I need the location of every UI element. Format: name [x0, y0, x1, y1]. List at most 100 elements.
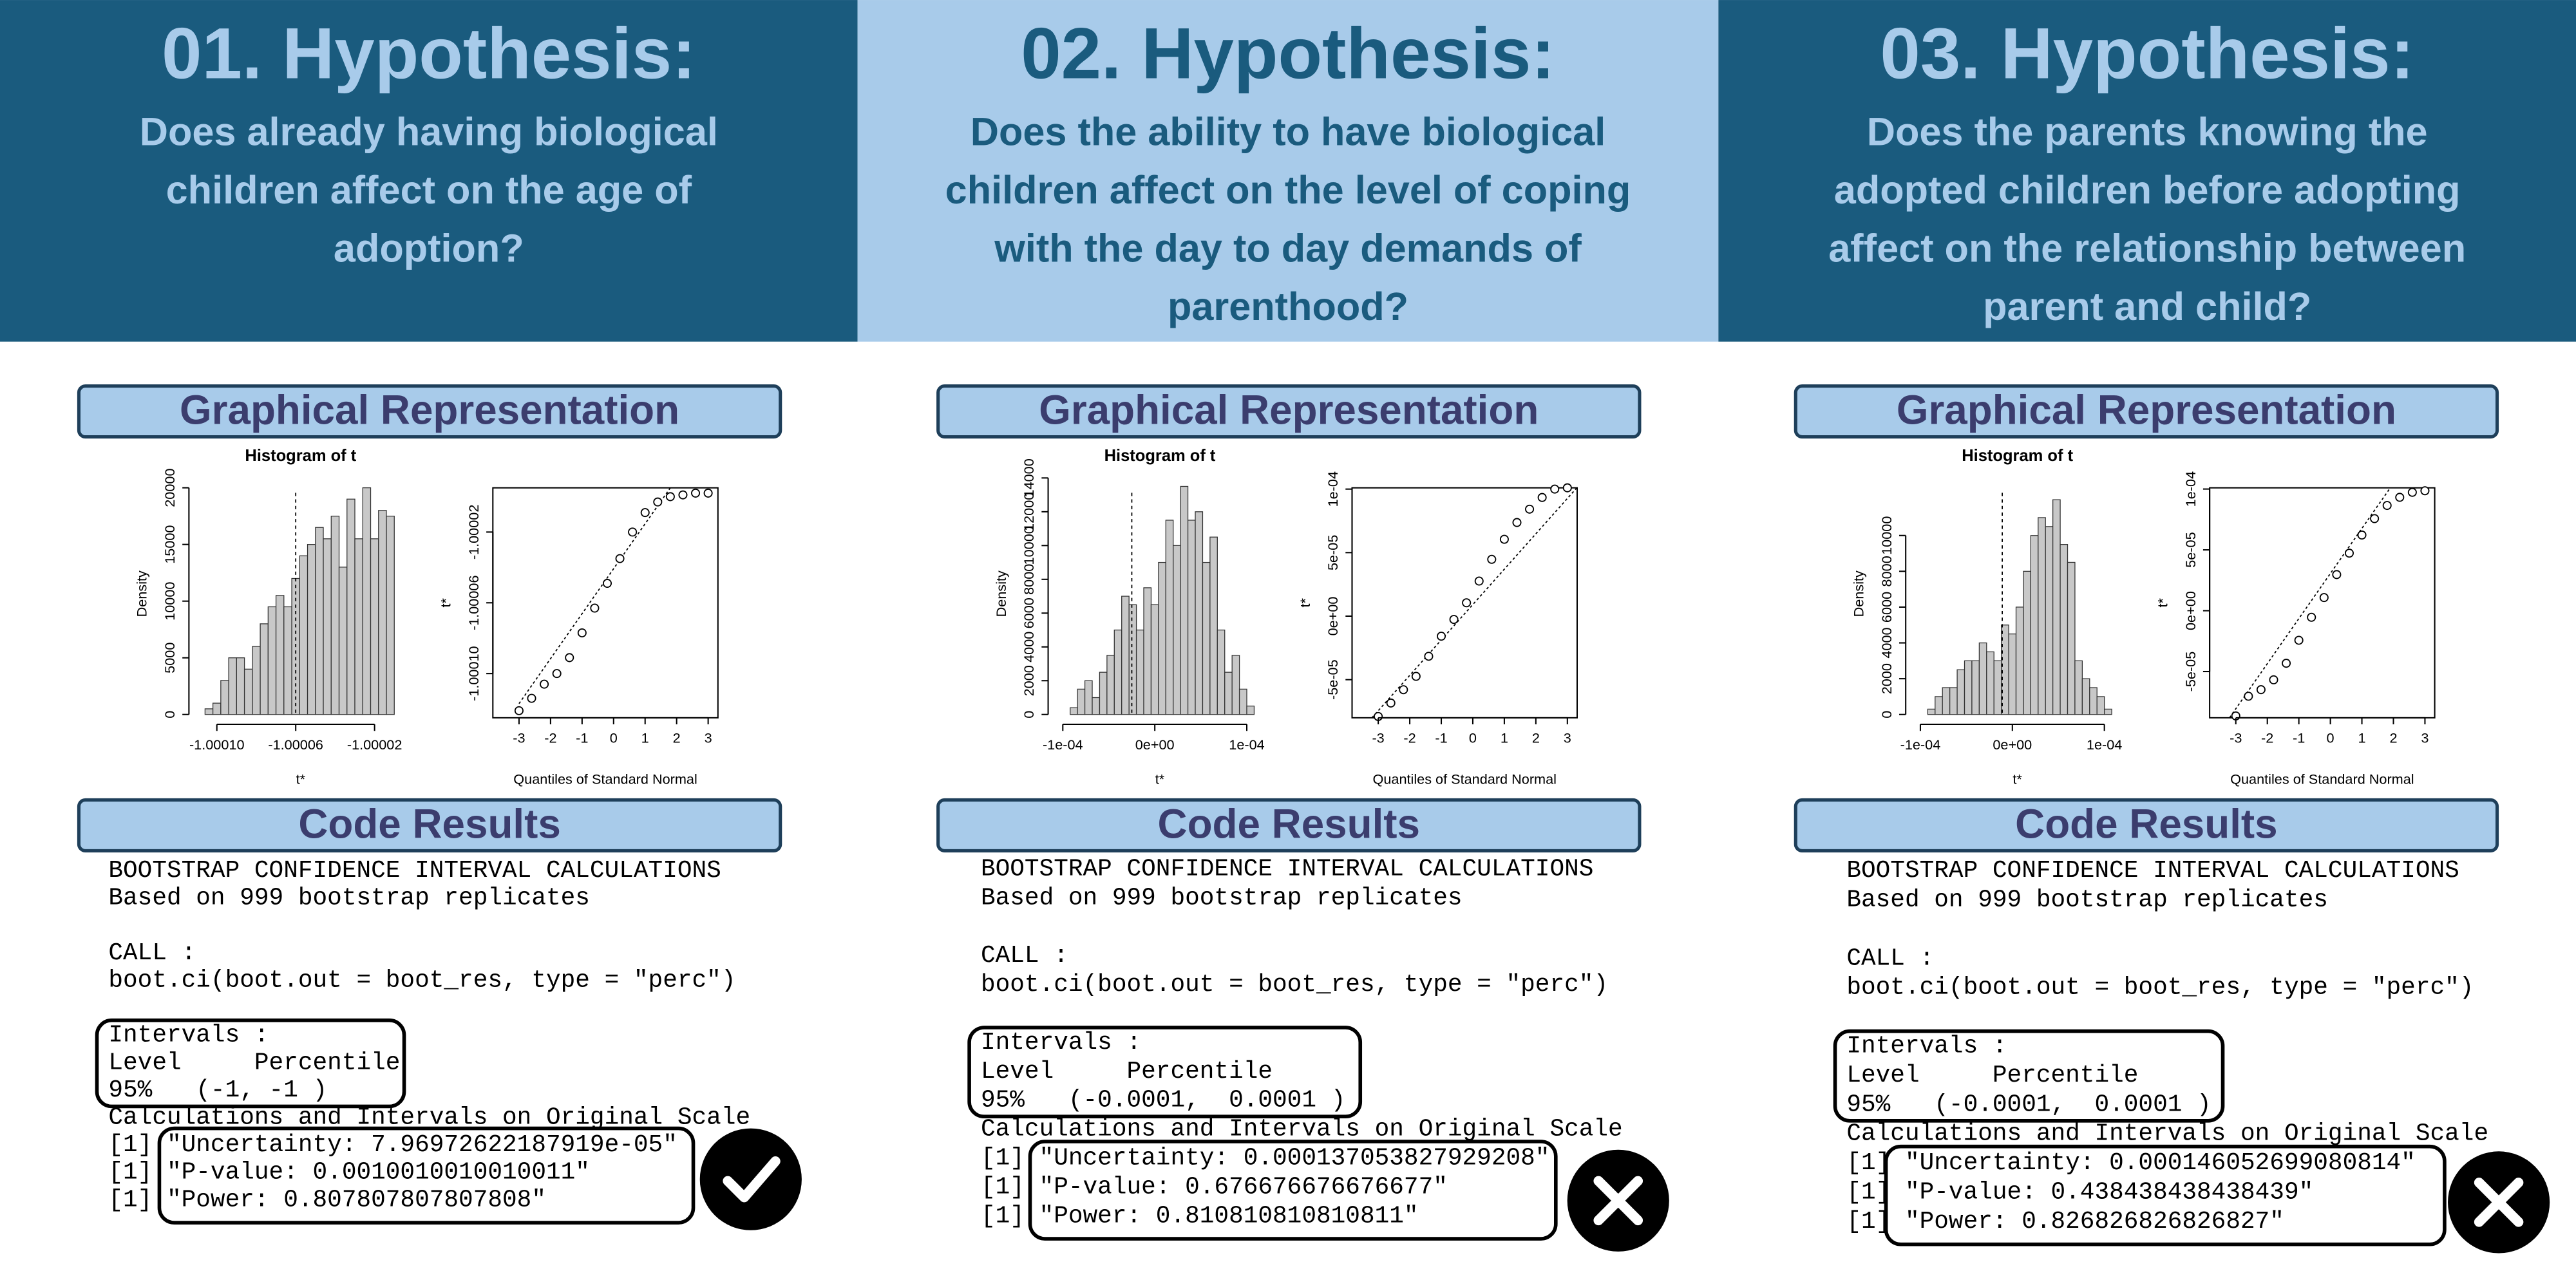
histogram-bar [2023, 570, 2032, 715]
hypothesis-title: 02. Hypothesis: [1021, 13, 1555, 94]
histogram-bar [1949, 687, 1958, 715]
section-heading: Code Results [1158, 800, 1420, 847]
y-tick-label: 10000 [162, 582, 178, 621]
section-heading-box [1794, 798, 2499, 853]
code-line: Intervals : [108, 1022, 269, 1049]
histogram-bar [2067, 561, 2076, 715]
qq-point [628, 527, 638, 537]
histogram-bar [252, 646, 261, 715]
header-background [857, 0, 1719, 342]
qq-point [1474, 576, 1484, 586]
x-tick-label: 0e+00 [1135, 737, 1175, 753]
qq-point [1512, 518, 1522, 527]
y-tick-label: 2000 [1879, 663, 1895, 694]
qq-point [577, 628, 587, 637]
histogram-bar [228, 657, 237, 715]
hypothesis-question: adoption? [334, 227, 524, 270]
histogram-bar [1135, 629, 1144, 715]
code-line: [1] "Uncertainty: 0.000137053827929208" [981, 1145, 1550, 1172]
qq-point [2332, 570, 2342, 579]
qq-point [703, 488, 713, 498]
histogram-bar [260, 623, 269, 715]
code-line: CALL : [108, 940, 196, 967]
qq-point [2382, 501, 2392, 511]
qq-point [590, 603, 600, 613]
histogram-bar [2081, 678, 2090, 715]
qq-point [552, 669, 562, 679]
x-tick-label: -1 [2293, 730, 2305, 746]
qq-point [1449, 615, 1459, 625]
x-tick-label: 1 [1501, 730, 1508, 746]
x-tick-label: 3 [1564, 730, 1571, 746]
verdict-icon [699, 1128, 802, 1230]
histogram-bar [1202, 561, 1211, 715]
code-line: BOOTSTRAP CONFIDENCE INTERVAL CALCULATIO… [108, 858, 721, 885]
histogram-bar [1084, 680, 1093, 715]
section-heading-box [936, 384, 1642, 439]
histogram-bar [1187, 520, 1196, 715]
qq-point [2307, 612, 2316, 622]
plot-title: Histogram of t [245, 447, 356, 465]
histogram-bar [1927, 708, 1936, 715]
qq-point [2395, 493, 2405, 502]
qq-point [602, 579, 612, 588]
y-tick-label: 12000 [1021, 493, 1037, 531]
histogram-bar [2045, 526, 2054, 715]
histogram-bar [2015, 606, 2024, 715]
histogram-bar [1195, 511, 1204, 715]
y-tick-label: 6000 [1879, 592, 1895, 623]
x-tick-label: -1.00010 [189, 737, 245, 753]
code-line: Intervals : [981, 1029, 1141, 1057]
histogram-bar [1209, 536, 1218, 715]
y-tick-label: 6000 [1021, 597, 1037, 628]
histogram-bar [204, 708, 214, 715]
code-line: Based on 999 bootstrap replicates [981, 885, 1463, 912]
qq-point [1537, 493, 1547, 502]
interval-box [95, 1018, 406, 1109]
qq-point [691, 488, 701, 498]
histogram-bar [2008, 634, 2017, 715]
qq-point [2256, 685, 2266, 695]
histogram-bar [2104, 708, 2112, 715]
y-axis-label: Density [1850, 570, 1866, 617]
histogram-bar [1092, 697, 1101, 715]
histogram-bar [338, 567, 348, 715]
x-tick-label: 0 [610, 730, 618, 746]
x-tick-label: 1 [2358, 730, 2366, 746]
result-box [1884, 1144, 2447, 1246]
hypothesis-question: with the day to day demands of [994, 227, 1582, 270]
histogram-bar [2060, 544, 2069, 715]
x-tick-label: -1 [576, 730, 588, 746]
y-tick-label: 15000 [162, 525, 178, 564]
column-content: Graphical Representation Histogram of t -1… [77, 384, 782, 853]
hypothesis-question: Does the ability to have biological [971, 109, 1606, 153]
x-tick-label: -1.00006 [268, 737, 323, 753]
qq-point [2370, 514, 2380, 523]
qq-point [2420, 486, 2430, 496]
y-tick-label: 1e-04 [1325, 471, 1341, 507]
section-heading: Graphical Representation [1039, 386, 1539, 433]
histogram-bar [283, 606, 292, 715]
code-line: Level Percentile [1846, 1062, 2138, 1089]
section-heading-box [77, 384, 782, 439]
qq-point [2244, 691, 2253, 701]
y-tick-label: 14000 [1021, 458, 1037, 497]
qq-point [615, 554, 625, 563]
qq-point [514, 706, 524, 715]
check-mark [723, 1156, 781, 1203]
x-tick-label: 0e+00 [1993, 737, 2032, 753]
code-line: BOOTSTRAP CONFIDENCE INTERVAL CALCULATIO… [1846, 858, 2459, 885]
histogram-bar [1935, 696, 1943, 715]
histogram-bar [307, 544, 316, 715]
x-axis-label: t* [1155, 771, 1165, 787]
y-tick-label: 0 [162, 711, 178, 719]
qq-point [1386, 698, 1396, 708]
section-heading: Graphical Representation [180, 386, 679, 433]
x-axis-label: Quantiles of Standard Normal [513, 771, 697, 787]
x-tick-label: -3 [513, 730, 525, 746]
histogram-bar [1180, 485, 1189, 715]
histogram-bar [2030, 535, 2039, 715]
y-tick-label: 5e-05 [1325, 535, 1341, 570]
code-line: BOOTSTRAP CONFIDENCE INTERVAL CALCULATIO… [981, 856, 1593, 883]
